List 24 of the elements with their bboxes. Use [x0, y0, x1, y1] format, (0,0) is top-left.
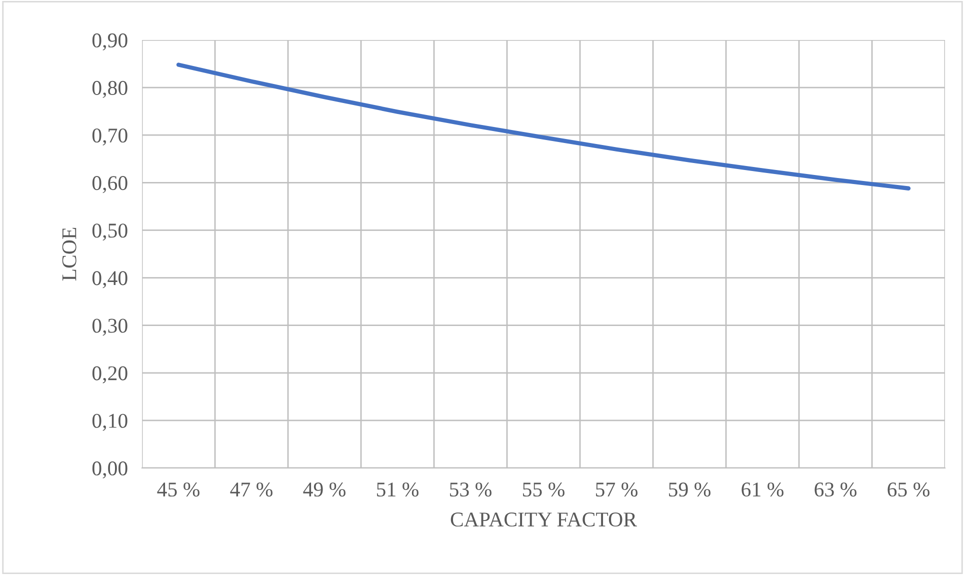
- y-tick-label: 0,70: [92, 128, 128, 146]
- x-tick-label: 45 %: [157, 482, 200, 497]
- y-tick-label: 0,60: [92, 176, 128, 194]
- x-tick-label: 55 %: [523, 482, 564, 497]
- x-tick-label: 51 %: [377, 482, 418, 497]
- y-tick-label: 0,80: [92, 80, 128, 98]
- x-tick-label: 57 %: [596, 482, 638, 497]
- y-axis-title: LCOE: [62, 228, 76, 281]
- x-tick-label: 65 %: [888, 482, 930, 497]
- x-tick-label: 63 %: [814, 482, 856, 497]
- y-tick-label: 0,30: [92, 318, 128, 336]
- x-tick-label: 49 %: [303, 482, 346, 497]
- y-tick-label: 0,10: [92, 414, 128, 431]
- x-tick-label: 59 %: [669, 482, 710, 497]
- x-tick-label: 47 %: [230, 482, 272, 497]
- y-tick-label: 0,20: [92, 366, 128, 384]
- y-tick-label: 0,40: [92, 271, 128, 288]
- y-tick-label: 0,90: [92, 33, 128, 50]
- x-tick-label: 53 %: [450, 482, 492, 497]
- line-series: [176, 62, 911, 190]
- x-axis-title: CAPACITY FACTOR: [450, 512, 637, 527]
- y-tick-label: 0,50: [92, 224, 128, 241]
- x-tick-label: 61 %: [742, 482, 784, 497]
- y-tick-label: 0,00: [92, 461, 128, 478]
